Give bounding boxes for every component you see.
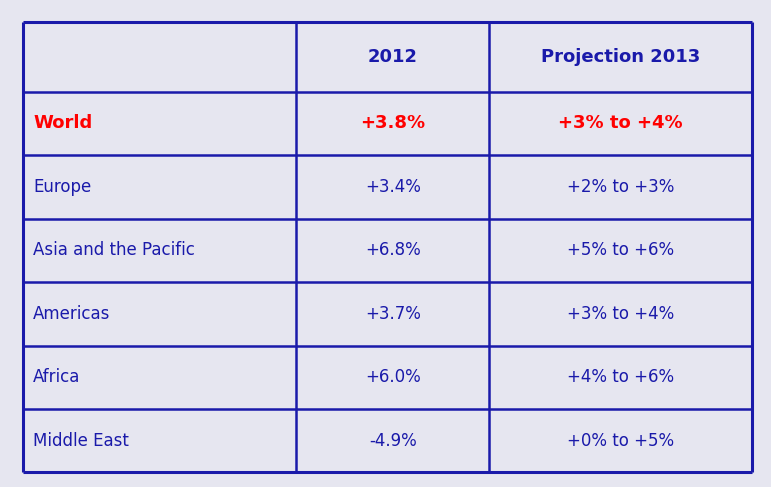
Text: +5% to +6%: +5% to +6% bbox=[567, 242, 674, 260]
Text: +2% to +3%: +2% to +3% bbox=[567, 178, 675, 196]
Text: +3.8%: +3.8% bbox=[360, 114, 426, 132]
Text: +3.7%: +3.7% bbox=[365, 305, 421, 323]
Text: Africa: Africa bbox=[33, 368, 80, 386]
Text: +3.4%: +3.4% bbox=[365, 178, 421, 196]
Text: +3% to +4%: +3% to +4% bbox=[567, 305, 674, 323]
Text: +0% to +5%: +0% to +5% bbox=[567, 431, 674, 450]
Text: +4% to +6%: +4% to +6% bbox=[567, 368, 674, 386]
Text: 2012: 2012 bbox=[368, 48, 418, 66]
Text: Middle East: Middle East bbox=[33, 431, 129, 450]
Text: +6.0%: +6.0% bbox=[365, 368, 421, 386]
Text: World: World bbox=[33, 114, 93, 132]
Text: +6.8%: +6.8% bbox=[365, 242, 421, 260]
Text: +3% to +4%: +3% to +4% bbox=[558, 114, 683, 132]
Text: Projection 2013: Projection 2013 bbox=[541, 48, 700, 66]
Text: Americas: Americas bbox=[33, 305, 110, 323]
Text: -4.9%: -4.9% bbox=[369, 431, 417, 450]
Text: Asia and the Pacific: Asia and the Pacific bbox=[33, 242, 195, 260]
Text: Europe: Europe bbox=[33, 178, 92, 196]
